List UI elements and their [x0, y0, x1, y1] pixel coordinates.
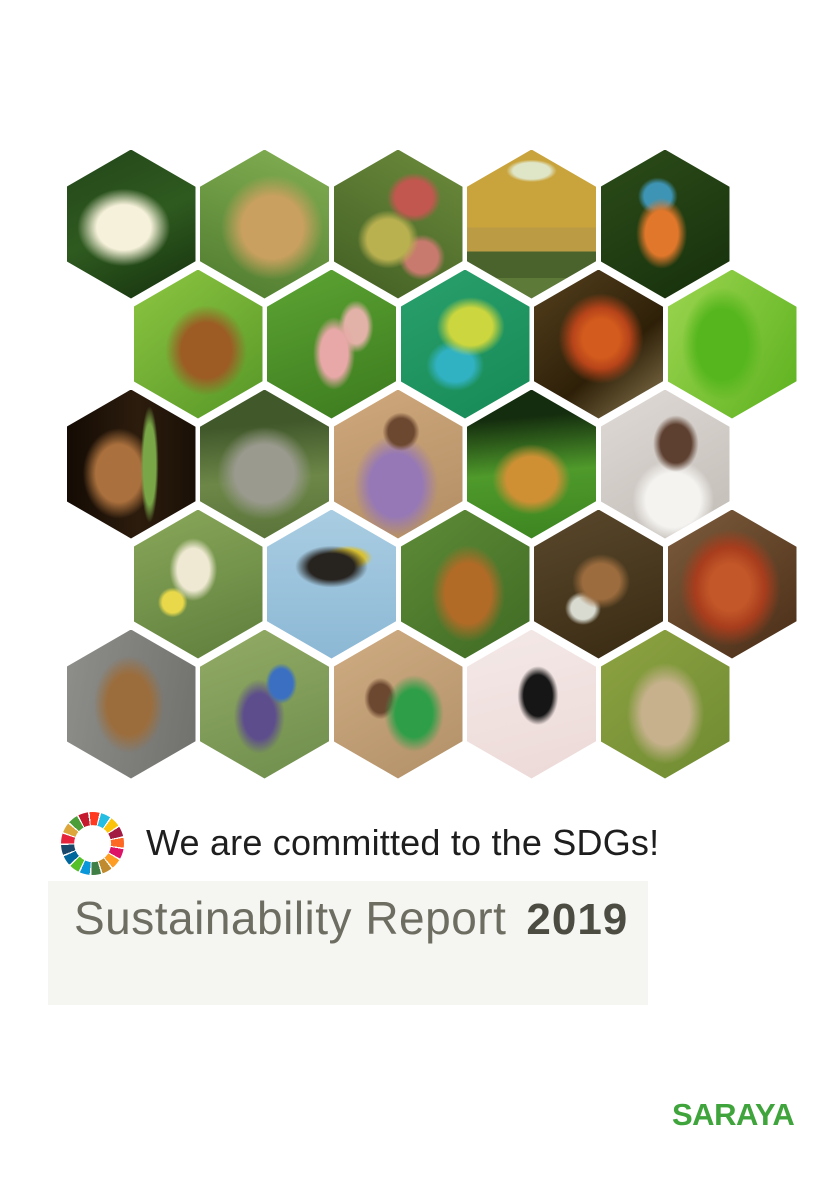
- photo-hexagon-collage: [66, 149, 797, 779]
- hex-photo-boy-tippy-tap: [200, 629, 329, 779]
- hex-photo-father-and-children: [333, 629, 463, 779]
- hex-photo-rafflesia-flower: [667, 509, 797, 659]
- hex-photo-gliding-colugo-silhouette: [467, 629, 596, 779]
- hex-photo-leopard-cat: [200, 149, 329, 299]
- report-year: 2019: [526, 895, 629, 944]
- sdg-wheel-icon: [61, 812, 124, 875]
- hex-photo-smiling-child: [333, 389, 463, 539]
- report-title: Sustainability Report: [74, 892, 507, 944]
- hex-photo-macaque: [600, 629, 730, 779]
- sdg-commitment-text: We are committed to the SDGs!: [146, 822, 660, 863]
- hex-photo-kingfisher: [600, 149, 730, 299]
- hex-photo-tarsier: [66, 389, 196, 539]
- hex-photo-tree-frog: [467, 389, 596, 539]
- hex-photo-red-langur: [133, 269, 263, 419]
- hex-photo-saraya-team-building: [467, 149, 596, 299]
- hex-photo-fig-cluster: [333, 149, 463, 299]
- title-band: Sustainability Report 2019: [48, 881, 648, 1005]
- saraya-logo: SARAYA: [672, 1097, 795, 1132]
- hex-photo-green-crested-lizard: [667, 269, 797, 419]
- hex-photo-healthcare-worker: [600, 389, 730, 539]
- title-group: Sustainability Report 2019: [74, 891, 628, 945]
- hex-photo-handwashing-demo: [534, 509, 663, 659]
- hex-photo-hornbill-flying: [267, 509, 396, 659]
- hex-photo-dipterocarp-seeds: [267, 269, 396, 419]
- hex-photo-oil-palm-fruits: [534, 269, 663, 419]
- hex-photo-planthopper: [400, 269, 530, 419]
- hex-photo-field-worker: [133, 509, 263, 659]
- hex-photo-borneo-elephant: [200, 389, 329, 539]
- hex-photo-egret-in-flight: [66, 149, 196, 299]
- hex-photo-colugo-on-trunk: [66, 629, 196, 779]
- hex-photo-orangutan: [400, 509, 530, 659]
- sdg-wheel-center: [73, 824, 112, 863]
